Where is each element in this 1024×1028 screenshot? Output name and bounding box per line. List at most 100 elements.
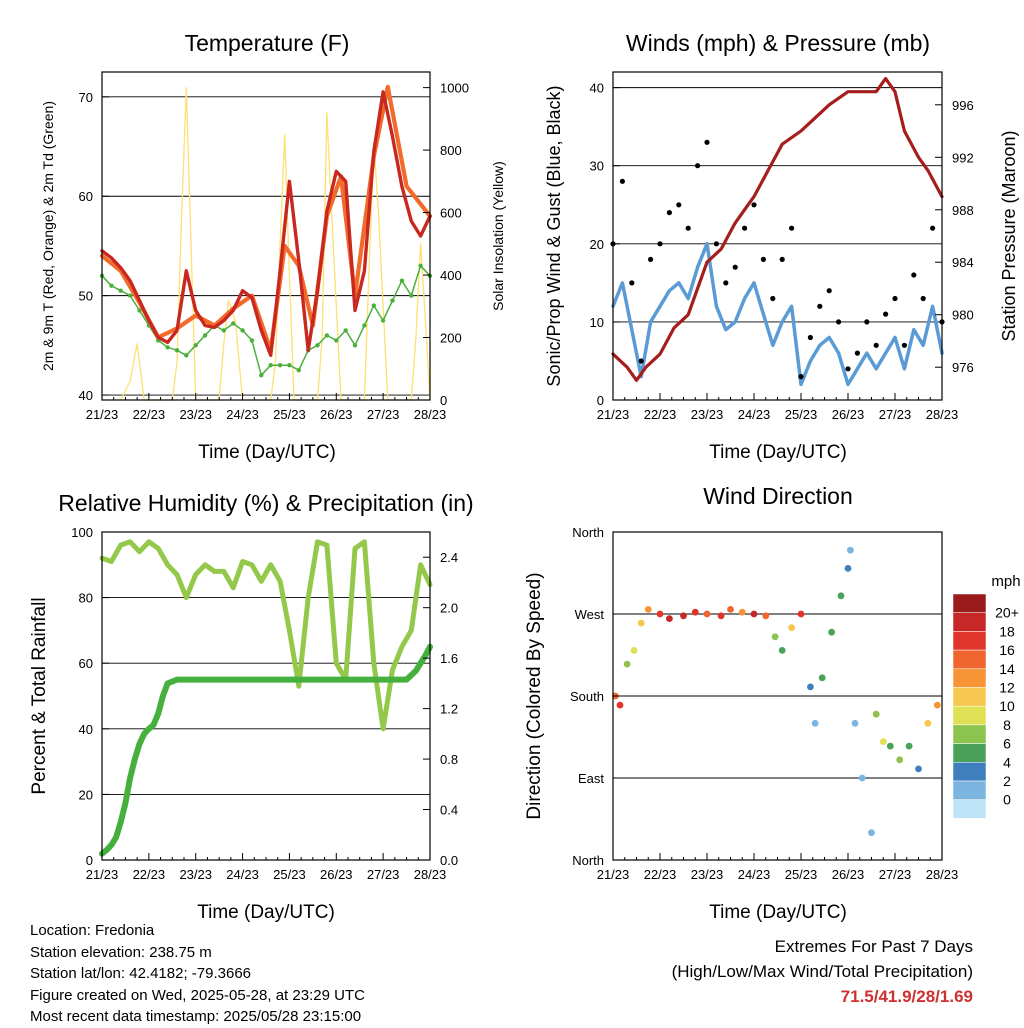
relative-humidity-line xyxy=(99,539,433,732)
x-tick-label: 28/23 xyxy=(926,407,959,422)
direction-point xyxy=(818,674,826,682)
gust-point xyxy=(911,272,917,278)
x-tick-label: 25/23 xyxy=(785,867,818,882)
colorbar-label: 4 xyxy=(1003,754,1011,770)
gust-point xyxy=(723,280,729,286)
direction-point xyxy=(872,710,880,718)
temperature-title: Temperature (F) xyxy=(185,30,350,56)
colorbar-label: 12 xyxy=(999,680,1015,696)
temperature-marks xyxy=(99,84,433,401)
y-tick-label: 50 xyxy=(79,289,93,304)
y2-tick-label: 996 xyxy=(952,98,974,113)
x-tick-label: 22/23 xyxy=(644,867,677,882)
winds-panel: Winds (mph) & Pressure (mb) 21/23 22/23 23… xyxy=(544,30,1019,463)
gust-point xyxy=(629,280,635,286)
direction-point xyxy=(630,647,638,654)
x-tick-label: 21/23 xyxy=(86,867,119,882)
gust-point xyxy=(826,288,832,294)
winds-ticks: 21/23 22/23 23/23 24/23 25/23 26/23 27/23 28/23… xyxy=(590,81,974,422)
winds-title: Winds (mph) & Pressure (mb) xyxy=(626,30,930,56)
gust-point xyxy=(713,241,720,247)
direction-ylabel-left: Direction (Colored By Speed) xyxy=(524,572,545,819)
y2-tick-label: 0.0 xyxy=(440,853,458,868)
y2-tick-label: 2.0 xyxy=(440,601,458,616)
temperature-ylabel-left: 2m & 9m T (Red, Orange) & 2m Td (Green) xyxy=(40,101,56,371)
y2-tick-label: 976 xyxy=(952,360,974,375)
gust-point xyxy=(836,319,842,325)
dewpoint-point xyxy=(296,368,301,373)
dewpoint-point xyxy=(118,288,123,293)
direction-point xyxy=(616,701,624,709)
extremes-title: Extremes For Past 7 Days xyxy=(774,937,973,956)
dewpoint-point xyxy=(249,338,255,343)
gust-point xyxy=(685,225,691,231)
gust-point xyxy=(732,264,738,270)
direction-point xyxy=(703,610,711,618)
dewpoint-point xyxy=(174,348,180,353)
dewpoint-point xyxy=(390,298,395,303)
direction-point xyxy=(644,606,652,613)
dewpoint-point xyxy=(268,363,273,368)
y2-tick-label: 1.2 xyxy=(440,702,458,717)
dewpoint-point xyxy=(165,345,170,350)
colorbar-swatch xyxy=(952,612,987,632)
y2-tick-label: 2.4 xyxy=(440,550,458,565)
dewpoint-point xyxy=(193,343,198,348)
x-tick-label: 21/23 xyxy=(86,407,119,422)
direction-point xyxy=(896,756,904,764)
direction-point xyxy=(750,610,758,618)
temperature-ylabel-right: Solar Insolation (Yellow) xyxy=(490,161,506,311)
gust-point xyxy=(742,225,748,231)
colorbar-label: 6 xyxy=(1003,736,1011,752)
temperature-2m-line xyxy=(100,90,432,357)
y2-tick-label: 200 xyxy=(440,331,462,346)
x-tick-label: 23/23 xyxy=(179,867,212,882)
extremes-box: Extremes For Past 7 Days (High/Low/Max W… xyxy=(672,934,973,1009)
dewpoint-point xyxy=(287,363,292,368)
x-tick-label: 24/23 xyxy=(226,867,259,882)
direction-point xyxy=(680,612,687,620)
dewpoint-point xyxy=(277,363,283,368)
dewpoint-point xyxy=(324,333,330,338)
direction-title: Wind Direction xyxy=(703,483,853,509)
x-tick-label: 24/23 xyxy=(738,867,771,882)
gust-point xyxy=(751,202,757,208)
direction-point xyxy=(778,647,786,654)
colorbar-swatch xyxy=(952,593,987,613)
dewpoint-point xyxy=(202,333,208,338)
gust-point xyxy=(873,342,879,348)
humidity-xlabel: Time (Day/UTC) xyxy=(197,902,335,923)
gust-point xyxy=(930,225,936,231)
precipitation-line xyxy=(99,643,433,857)
gust-point xyxy=(789,225,795,231)
x-tick-label: 21/23 xyxy=(597,867,630,882)
x-tick-label: 26/23 xyxy=(320,407,353,422)
x-tick-label: 26/23 xyxy=(832,867,865,882)
x-tick-label: 27/23 xyxy=(367,407,400,422)
gust-point xyxy=(704,139,710,145)
colorbar-label: 18 xyxy=(999,623,1015,639)
y-tick-label: 70 xyxy=(79,90,93,105)
direction-point xyxy=(771,633,779,641)
x-tick-label: 23/23 xyxy=(691,407,724,422)
gust-point xyxy=(779,256,785,262)
x-tick-label: 26/23 xyxy=(832,407,865,422)
y-tick-label: 80 xyxy=(79,591,93,606)
dewpoint-point xyxy=(380,318,386,323)
dewpoint-point xyxy=(127,293,133,298)
colorbar-label: 0 xyxy=(1003,792,1011,808)
gust-point xyxy=(807,334,814,341)
dewpoint-point xyxy=(240,328,245,333)
direction-point xyxy=(666,615,673,622)
humidity-panel: Relative Humidity (%) & Precipitation (i… xyxy=(29,490,474,923)
dewpoint-point xyxy=(418,263,423,268)
colorbar-swatch xyxy=(952,631,987,651)
x-tick-label: 25/23 xyxy=(785,407,818,422)
gust-point xyxy=(901,342,908,348)
dewpoint-point xyxy=(371,303,376,308)
colorbar-swatch xyxy=(952,762,987,782)
station-info: Location: Fredonia Station elevation: 23… xyxy=(30,920,365,1028)
dewpoint-point xyxy=(315,343,320,348)
pressure-line xyxy=(611,76,944,382)
